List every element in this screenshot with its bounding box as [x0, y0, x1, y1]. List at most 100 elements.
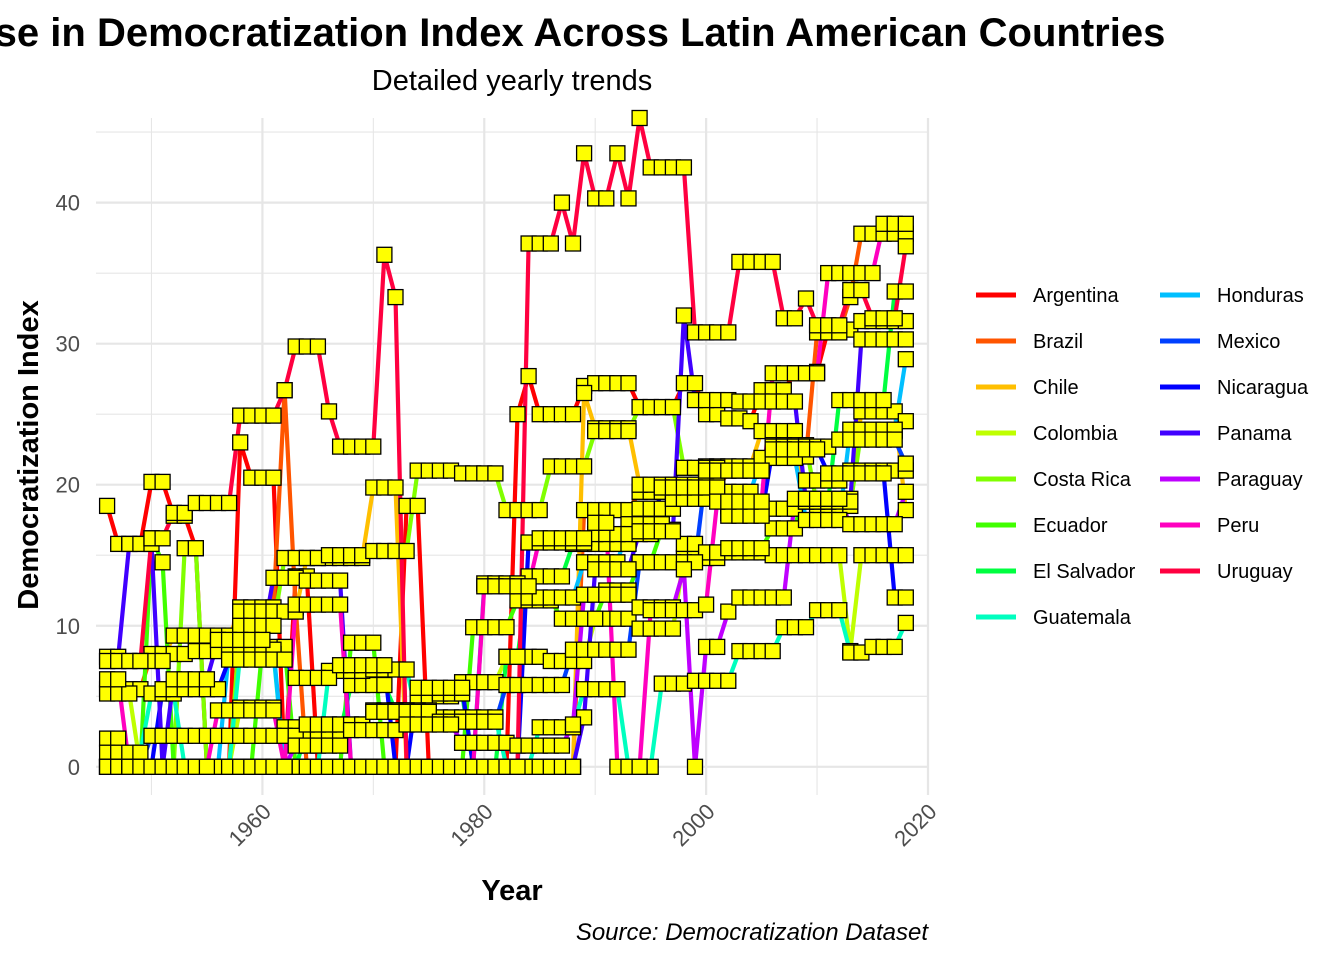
data-point	[753, 507, 770, 524]
legend-label: Brazil	[1033, 331, 1083, 353]
x-tick-label: 1960	[224, 799, 276, 851]
legend-item-panama: Panama	[1160, 423, 1292, 445]
y-tick-label: 40	[56, 191, 80, 216]
data-point	[564, 406, 582, 423]
legend-label: Guatemala	[1033, 607, 1132, 629]
data-point	[498, 619, 515, 636]
data-point	[775, 589, 792, 606]
data-point	[709, 479, 726, 496]
data-point	[132, 652, 149, 670]
data-point	[265, 702, 282, 719]
data-point	[187, 540, 204, 557]
data-point	[897, 483, 914, 500]
data-point	[331, 737, 349, 754]
data-point	[786, 422, 804, 440]
data-point	[831, 602, 848, 619]
data-point	[154, 530, 171, 547]
data-point	[320, 403, 338, 420]
data-point	[797, 619, 815, 636]
legend-item-colombia: Colombia	[976, 423, 1118, 445]
legend-item-mexico: Mexico	[1160, 331, 1280, 353]
legend-item-el-salvador: El Salvador	[976, 561, 1136, 583]
data-point	[620, 561, 637, 578]
data-point	[875, 391, 892, 409]
data-point	[220, 494, 238, 512]
data-point	[331, 596, 349, 613]
x-tick-label: 2000	[667, 799, 719, 851]
data-point	[365, 438, 382, 455]
legend-label: Colombia	[1033, 423, 1118, 445]
data-point	[897, 501, 914, 519]
data-point	[897, 331, 914, 348]
data-point	[587, 610, 604, 627]
data-point	[609, 145, 626, 162]
data-point	[265, 469, 282, 486]
data-point	[620, 641, 637, 658]
data-point	[198, 758, 216, 775]
data-point	[664, 523, 682, 540]
data-point	[575, 530, 593, 547]
data-point	[320, 669, 338, 687]
data-point	[831, 317, 848, 334]
data-point	[276, 651, 293, 668]
data-point	[132, 744, 149, 761]
data-point	[553, 194, 571, 211]
data-point	[387, 288, 404, 306]
data-point	[897, 455, 914, 472]
chart-title: Rise in Democratization Index Across Lat…	[0, 11, 1165, 55]
data-point	[709, 638, 726, 656]
data-point	[276, 758, 293, 775]
data-point	[897, 351, 914, 368]
data-point	[442, 716, 460, 733]
data-point	[897, 238, 914, 255]
y-tick-label: 20	[56, 473, 80, 498]
data-point	[487, 713, 504, 730]
data-point	[753, 462, 770, 479]
chart-caption: Source: Democratization Dataset	[576, 919, 929, 946]
data-point	[897, 547, 914, 564]
data-point	[786, 310, 804, 327]
legend-item-argentina: Argentina	[976, 285, 1119, 307]
data-point	[98, 497, 116, 515]
data-point	[886, 310, 903, 327]
data-point	[376, 246, 393, 263]
legend-item-nicaragua: Nicaragua	[1160, 377, 1309, 399]
data-point	[542, 235, 559, 252]
data-markers	[98, 109, 914, 775]
data-point	[254, 631, 271, 649]
legend-item-guatemala: Guatemala	[976, 607, 1132, 629]
data-point	[620, 422, 637, 440]
data-point	[553, 568, 571, 585]
data-point	[331, 572, 349, 589]
legend-label: Paraguay	[1217, 469, 1303, 491]
legend-label: Honduras	[1217, 285, 1304, 307]
legend-label: Uruguay	[1217, 561, 1293, 583]
data-point	[487, 465, 504, 482]
data-point	[808, 441, 826, 458]
data-point	[409, 497, 426, 515]
data-point	[675, 159, 693, 176]
data-point	[753, 493, 770, 510]
data-point	[398, 542, 415, 560]
data-point	[276, 382, 293, 399]
legend-item-ecuador: Ecuador	[976, 515, 1108, 537]
data-point	[797, 290, 815, 307]
y-tick-label: 0	[68, 755, 80, 780]
data-point	[154, 652, 171, 670]
chart-subtitle: Detailed yearly trends	[372, 65, 652, 97]
data-point	[509, 406, 526, 423]
legend-item-costa-rica: Costa Rica	[976, 469, 1132, 491]
x-axis-title: Year	[481, 875, 542, 907]
data-point	[631, 758, 648, 775]
data-point	[864, 264, 881, 282]
data-point	[598, 190, 615, 207]
data-point	[121, 685, 138, 702]
legend: Argentina Brazil Chile Colombia Costa Rica Ec…	[976, 285, 1309, 629]
data-point	[553, 676, 571, 694]
legend-item-honduras: Honduras	[1160, 285, 1304, 307]
data-point	[564, 235, 582, 252]
data-point	[198, 671, 216, 688]
y-axis-ticks: 0 10 20 30 40	[56, 191, 80, 780]
data-point	[697, 596, 715, 613]
legend-label: El Salvador	[1033, 561, 1136, 583]
